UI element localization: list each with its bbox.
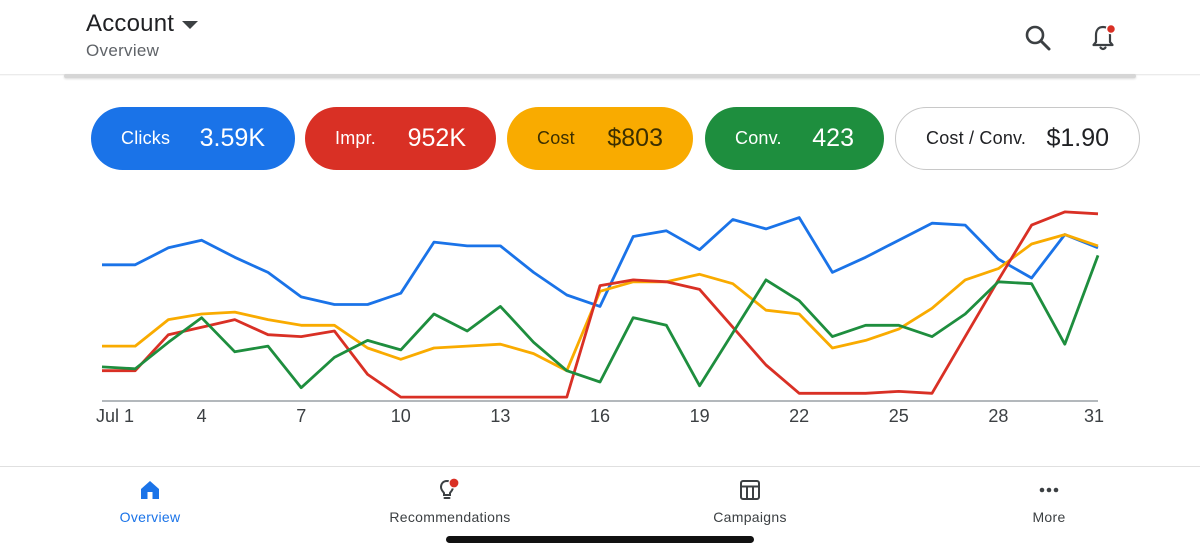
x-tick-label: 13 — [490, 406, 510, 426]
metric-value: 3.59K — [199, 124, 265, 152]
app-header: Account Overview — [0, 0, 1200, 76]
table-icon — [736, 477, 764, 503]
page-subtitle: Overview — [86, 41, 160, 60]
home-indicator — [446, 536, 754, 543]
header-divider — [64, 74, 1136, 78]
metric-chips: Clicks 3.59K Impr. 952K Cost $803 Conv. … — [0, 107, 1200, 171]
metric-value: 952K — [407, 124, 466, 152]
more-dots-icon — [1035, 477, 1063, 503]
series-line-0 — [102, 216, 1099, 308]
nav-label: More — [1032, 509, 1066, 525]
x-tick-label: 10 — [391, 406, 411, 426]
x-tick-label: Jul 1 — [96, 406, 134, 426]
x-tick-label: 22 — [789, 406, 809, 426]
metric-chip-impressions[interactable]: Impr. 952K — [305, 107, 496, 170]
metric-chip-cost[interactable]: Cost $803 — [507, 107, 693, 170]
nav-item-overview[interactable]: Overview — [50, 477, 250, 525]
metric-chip-conversions[interactable]: Conv. 423 — [705, 107, 884, 170]
x-tick-label: 31 — [1084, 406, 1104, 426]
metric-label: Conv. — [735, 128, 782, 148]
nav-label: Campaigns — [713, 509, 787, 525]
account-title: Account — [86, 10, 175, 37]
notifications-button[interactable] — [1083, 18, 1123, 58]
nav-label: Overview — [119, 509, 181, 525]
metric-value: $803 — [607, 124, 663, 152]
metric-label: Cost / Conv. — [926, 128, 1027, 148]
metric-label: Cost — [537, 128, 575, 148]
series-line-1 — [102, 233, 1099, 373]
caret-down-icon — [182, 21, 199, 29]
performance-line-chart: Jul 1 4 7 10 13 16 19 22 25 28 31 — [96, 210, 1104, 426]
lightbulb-icon — [436, 477, 464, 503]
x-tick-label: 28 — [988, 406, 1008, 426]
home-icon — [136, 477, 164, 503]
account-selector[interactable]: Account — [86, 10, 199, 38]
nav-item-recommendations[interactable]: Recommendations — [350, 477, 550, 525]
search-icon — [1025, 25, 1051, 51]
nav-item-campaigns[interactable]: Campaigns — [650, 477, 850, 525]
metric-value: $1.90 — [1046, 124, 1109, 152]
nav-label: Recommendations — [389, 509, 511, 525]
x-tick-label: 4 — [197, 406, 207, 426]
x-tick-label: 16 — [590, 406, 610, 426]
metric-chip-cost-per-conversion[interactable]: Cost / Conv. $1.90 — [895, 107, 1140, 170]
x-tick-label: 25 — [889, 406, 909, 426]
series-line-3 — [101, 254, 1100, 390]
nav-item-more[interactable]: More — [949, 477, 1149, 525]
bell-icon — [1092, 23, 1117, 51]
series-line-2 — [102, 210, 1099, 399]
metric-label: Clicks — [121, 128, 171, 148]
metric-value: 423 — [812, 124, 854, 152]
bottom-navigation: Overview Recommendations Campaigns — [0, 467, 1200, 554]
x-tick-label: 19 — [690, 406, 710, 426]
search-button[interactable] — [1018, 18, 1058, 58]
metric-chip-clicks[interactable]: Clicks 3.59K — [91, 107, 295, 170]
bottom-nav-divider — [0, 466, 1200, 467]
x-tick-label: 7 — [296, 406, 306, 426]
metric-label: Impr. — [335, 128, 377, 148]
